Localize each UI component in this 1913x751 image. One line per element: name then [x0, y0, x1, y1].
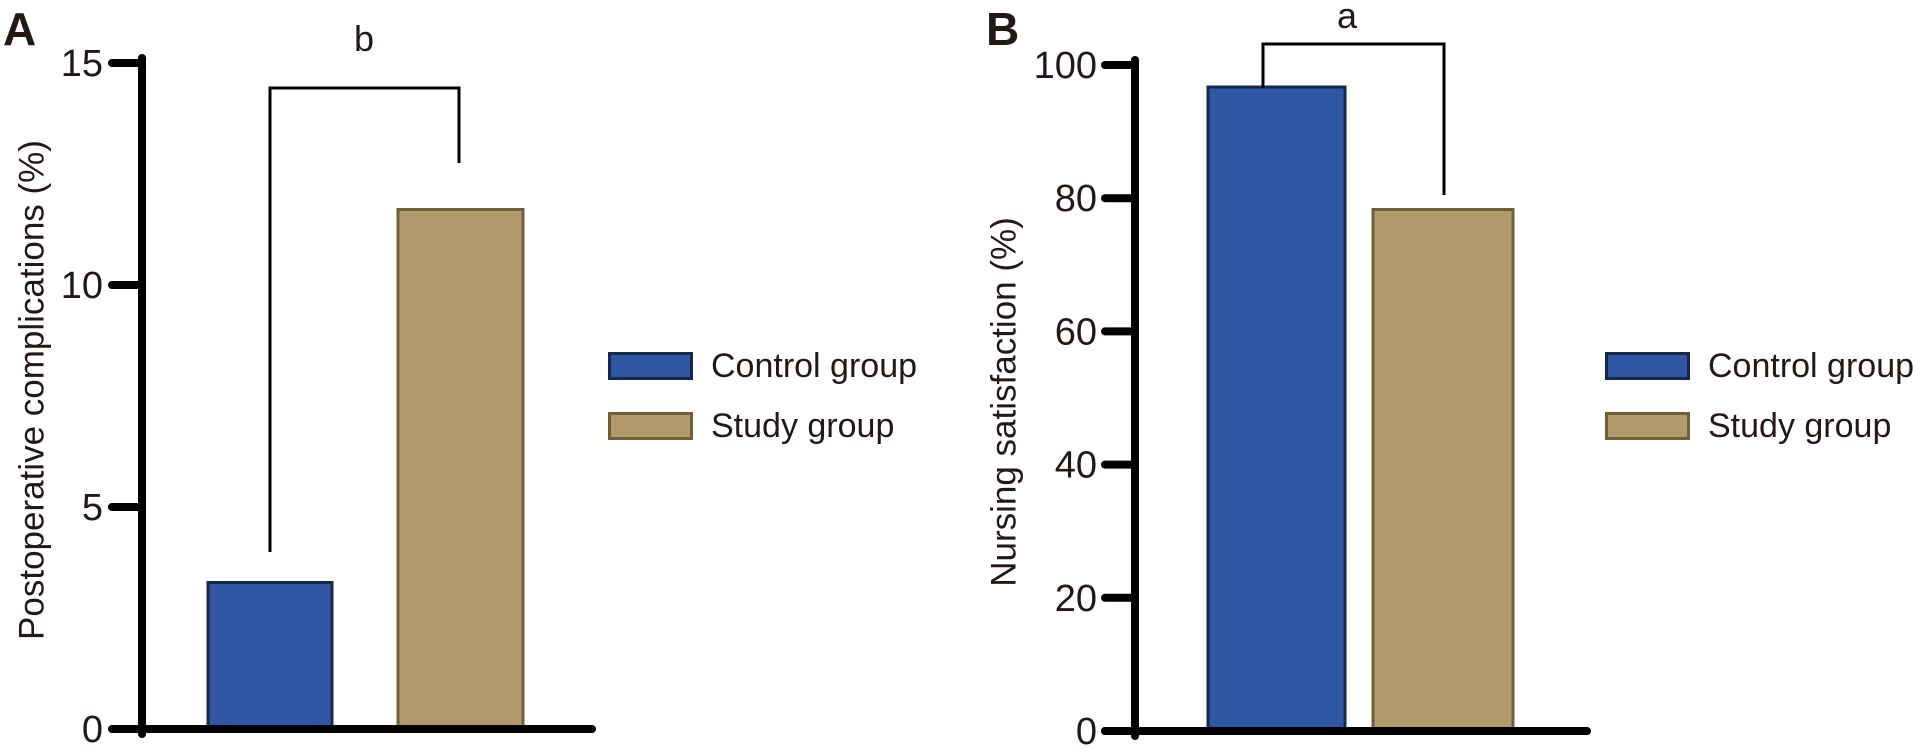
panel-b-y-tick-label-80: 80 [1055, 178, 1097, 220]
panel-a-bar-control-group [206, 581, 334, 731]
panel-a-bar-study-group [396, 208, 525, 731]
legend-row: Study group [608, 407, 917, 445]
panel-a-significance-label: b [353, 18, 375, 59]
panel-b-legend: Control group Study group [1605, 347, 1913, 472]
legend-swatch-control-group [608, 352, 693, 380]
panel-b-y-tick-label-0: 0 [1076, 711, 1097, 751]
legend-swatch-control-group [1605, 352, 1690, 380]
legend-label: Study group [711, 407, 895, 445]
panel-b-significance-label: a [1336, 0, 1358, 36]
panel-a-significance-bracket [268, 86, 461, 552]
panel-a-y-tick-label-15: 15 [61, 43, 103, 85]
panel-b-letter: B [986, 3, 1020, 55]
legend-label: Control group [1708, 347, 1913, 385]
legend-swatch-study-group [1605, 412, 1690, 440]
legend-swatch-study-group [608, 412, 693, 440]
panel-b-y-axis-title: Nursing satisfaction (%) [984, 217, 1024, 587]
panel-a-y-tick-label-10: 10 [61, 265, 103, 307]
panel-b-bar-study-group [1371, 208, 1515, 733]
panel-b-y-tick-label-60: 60 [1055, 311, 1097, 353]
panel-a-legend: Control group Study group [608, 347, 918, 472]
panel-a-y-tick-label-0: 0 [82, 709, 103, 751]
legend-row: Control group [608, 347, 918, 385]
legend-row: Study group [1605, 407, 1913, 445]
panel-b-y-tick-label-40: 40 [1055, 445, 1097, 487]
legend-row: Control group [1605, 347, 1913, 385]
legend-label: Control group [711, 347, 918, 385]
panel-a-y-tick-label-5: 5 [82, 487, 103, 529]
legend-label: Study group [1708, 407, 1892, 445]
panel-b-bar-control-group [1206, 85, 1347, 733]
panel-a-letter: A [3, 3, 37, 55]
panel-b-y-tick-label-100: 100 [1034, 45, 1097, 87]
panel-b-significance-bracket [1261, 42, 1446, 195]
panel-a-y-axis-title: Postoperative complications (%) [12, 140, 52, 640]
panel-b-y-tick-label-20: 20 [1055, 578, 1097, 620]
